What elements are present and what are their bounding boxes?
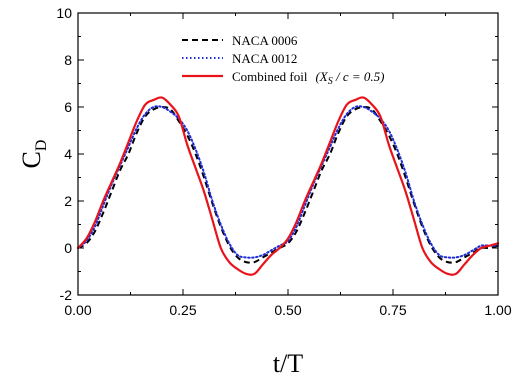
legend-combined-prefix: Combined foil [232,69,308,84]
x-axis-title: t/T [273,349,303,378]
legend-combined-sub: S [328,76,333,87]
y-tick-label: 0 [64,240,72,256]
legend: NACA 0006 NACA 0012 Combined foil (XS / c… [182,33,384,87]
tick-labels: 0.00 0.25 0.50 0.75 1.00 -2 0 2 4 6 8 10 [56,5,511,318]
legend-label-combined: Combined foil (XS / c = 0.5) [232,69,384,87]
y-tick-label: 4 [64,146,72,162]
series-layer [76,96,500,276]
y-axis-title: CD [17,140,50,169]
series-line-naca0012 [77,105,499,259]
y-tick-label: 8 [64,52,72,68]
x-tick-label: 1.00 [484,302,511,318]
series-line-naca0006 [77,106,499,264]
x-tick-label: 0.50 [274,302,301,318]
x-tick-label: 0.25 [169,302,196,318]
x-tick-label: 0.75 [379,302,406,318]
y-tick-label: 6 [64,99,72,115]
x-tick-label: 0.00 [64,302,91,318]
plot-frame [77,12,499,296]
y-tick-label: 2 [64,193,72,209]
legend-label-naca0012: NACA 0012 [232,51,297,66]
legend-label-naca0006: NACA 0006 [232,33,298,48]
series-line-combined [76,96,500,276]
y-tick-label: -2 [60,287,73,303]
y-axis-title-main: C [17,151,46,168]
y-axis-title-sub: D [33,140,50,152]
legend-combined-math: (X [315,69,328,84]
y-tick-label: 10 [56,5,72,21]
legend-combined-tail: / c = 0.5) [333,69,385,84]
